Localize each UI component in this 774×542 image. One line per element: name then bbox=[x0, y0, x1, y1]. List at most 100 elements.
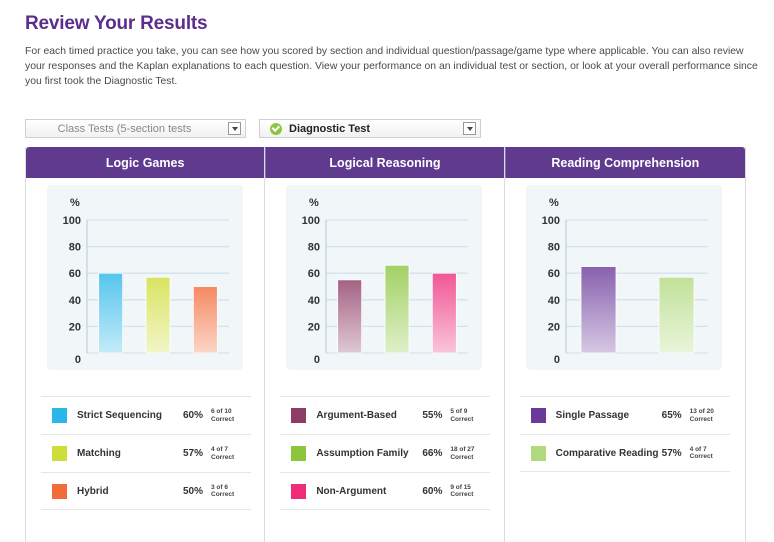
legend-label: Single Passage bbox=[555, 410, 630, 421]
page-title: Review Your Results bbox=[25, 13, 208, 34]
count-value: 6 of 10 bbox=[211, 408, 232, 415]
chart-svg: % 0 20 40 60 80 100 bbox=[302, 197, 469, 366]
bar-non-argument bbox=[432, 272, 458, 354]
count-label: Correct bbox=[211, 491, 235, 498]
bar-matching bbox=[145, 276, 171, 354]
legend-swatch bbox=[530, 445, 546, 461]
legend-row[interactable]: Comparative Reading 57% 4 of 7 Correct bbox=[519, 434, 730, 472]
y-tick-label: 100 bbox=[63, 215, 81, 227]
legend: Strict Sequencing 60% 6 of 10 Correct Matchi… bbox=[41, 396, 251, 510]
legend: Argument-Based 55% 5 of 9 Correct Assumption… bbox=[280, 396, 491, 510]
legend-swatch bbox=[291, 446, 307, 461]
count-value: 4 of 7 bbox=[689, 445, 707, 453]
y-tick-label: 0 bbox=[75, 354, 81, 366]
count-label: Correct bbox=[689, 453, 713, 460]
legend-label: Comparative Reading bbox=[555, 447, 659, 459]
legend-percent: 66% bbox=[422, 448, 443, 459]
legend-row[interactable]: Single Passage 65% 13 of 20 Correct bbox=[519, 396, 730, 434]
y-axis-label: % bbox=[549, 197, 559, 209]
panel-title: Reading Comprehension bbox=[504, 147, 745, 178]
y-tick-label: 80 bbox=[547, 242, 559, 254]
legend-swatch bbox=[530, 408, 546, 423]
count-value: 4 of 7 bbox=[211, 446, 228, 453]
y-tick-label: 40 bbox=[547, 295, 559, 307]
legend-count: 4 of 7 Correct bbox=[690, 446, 713, 461]
legend-percent: 65% bbox=[661, 410, 682, 421]
y-tick-label: 80 bbox=[69, 242, 81, 254]
chart-svg: % 0 20 40 60 80 100 bbox=[63, 197, 229, 366]
legend-swatch bbox=[52, 483, 67, 499]
count-label: Correct bbox=[450, 453, 474, 461]
chevron-down-icon[interactable] bbox=[228, 122, 241, 135]
legend-label: Matching bbox=[77, 448, 121, 459]
bar-chart: % 0 20 40 60 80 100 bbox=[47, 185, 243, 370]
y-tick-label: 40 bbox=[308, 295, 320, 307]
bar-comparative-reading bbox=[658, 276, 695, 354]
legend-count: 18 of 27 Correct bbox=[450, 446, 474, 461]
legend-label: Non-Argument bbox=[316, 485, 387, 497]
legend-swatch bbox=[291, 483, 307, 499]
legend-count: 9 of 15 Correct bbox=[450, 484, 473, 499]
chevron-down-icon[interactable] bbox=[463, 122, 476, 135]
count-label: Correct bbox=[450, 415, 474, 423]
y-tick-label: 60 bbox=[547, 268, 559, 280]
panel-logical-reasoning: Logical Reasoning % 0 20 40 60 80 100 Argument… bbox=[265, 147, 505, 542]
legend-row[interactable]: Hybrid 50% 3 of 6 Correct bbox=[41, 472, 251, 510]
y-tick-label: 60 bbox=[69, 268, 81, 280]
count-value: 9 of 15 bbox=[450, 483, 471, 491]
results-panels: Logic Games % 0 20 40 60 80 100 Strict Sequenc… bbox=[25, 147, 746, 542]
y-tick-label: 100 bbox=[302, 215, 320, 227]
count-value: 3 of 6 bbox=[211, 483, 228, 491]
legend-percent: 60% bbox=[422, 485, 443, 497]
legend-swatch bbox=[291, 408, 307, 423]
count-value: 5 of 9 bbox=[450, 408, 468, 415]
y-tick-label: 60 bbox=[308, 268, 320, 280]
count-value: 13 of 20 bbox=[689, 408, 714, 415]
test-select[interactable]: Diagnostic Test bbox=[259, 119, 481, 138]
legend-label: Strict Sequencing bbox=[77, 410, 163, 421]
y-tick-label: 20 bbox=[308, 321, 320, 333]
check-circle-icon bbox=[270, 122, 282, 135]
count-label: Correct bbox=[450, 491, 474, 498]
legend-count: 3 of 6 Correct bbox=[211, 484, 234, 499]
count-label: Correct bbox=[211, 415, 235, 423]
legend-row[interactable]: Assumption Family 66% 18 of 27 Correct bbox=[280, 434, 491, 472]
legend-count: 4 of 7 Correct bbox=[211, 446, 234, 461]
bar-argument-based bbox=[337, 279, 363, 354]
y-tick-label: 20 bbox=[69, 321, 81, 333]
class-tests-select[interactable]: Class Tests (5-section tests bbox=[25, 119, 246, 138]
y-axis-label: % bbox=[70, 197, 80, 209]
panel-title: Logic Games bbox=[26, 147, 265, 178]
bar-chart: % 0 20 40 60 80 100 bbox=[286, 185, 483, 370]
class-tests-value: Class Tests (5-section tests bbox=[57, 122, 192, 135]
legend-row[interactable]: Non-Argument 60% 9 of 15 Correct bbox=[280, 472, 491, 510]
legend-count: 6 of 10 Correct bbox=[211, 408, 234, 423]
legend-count: 13 of 20 Correct bbox=[690, 408, 714, 423]
y-tick-label: 0 bbox=[554, 354, 560, 366]
legend-row[interactable]: Matching 57% 4 of 7 Correct bbox=[41, 434, 251, 472]
count-label: Correct bbox=[689, 415, 713, 423]
legend-label: Hybrid bbox=[77, 485, 109, 497]
y-axis-label: % bbox=[309, 197, 319, 209]
legend-row[interactable]: Argument-Based 55% 5 of 9 Correct bbox=[280, 396, 491, 434]
bar-strict-sequencing bbox=[98, 272, 124, 354]
y-tick-label: 0 bbox=[314, 354, 320, 366]
legend-percent: 60% bbox=[183, 410, 204, 421]
y-tick-label: 40 bbox=[69, 295, 81, 307]
legend-row[interactable]: Strict Sequencing 60% 6 of 10 Correct bbox=[41, 396, 251, 434]
bar-chart: % 0 20 40 60 80 100 bbox=[525, 185, 722, 370]
y-tick-label: 20 bbox=[547, 321, 559, 333]
test-value: Diagnostic Test bbox=[289, 122, 371, 135]
y-tick-label: 80 bbox=[308, 242, 320, 254]
bar-single-passage bbox=[580, 266, 617, 354]
bar-hybrid bbox=[192, 286, 218, 354]
chart-svg: % 0 20 40 60 80 100 bbox=[541, 197, 708, 366]
y-tick-label: 100 bbox=[541, 215, 559, 227]
legend-percent: 57% bbox=[183, 448, 204, 459]
legend-swatch bbox=[52, 408, 67, 423]
panel-logic-games: Logic Games % 0 20 40 60 80 100 Strict Sequenc… bbox=[26, 147, 266, 542]
bar-assumption-family bbox=[384, 264, 410, 354]
legend-percent: 50% bbox=[183, 485, 204, 497]
legend-percent: 55% bbox=[422, 410, 443, 421]
panel-reading-comprehension: Reading Comprehension % 0 20 40 60 80 100 Sing… bbox=[504, 147, 745, 542]
